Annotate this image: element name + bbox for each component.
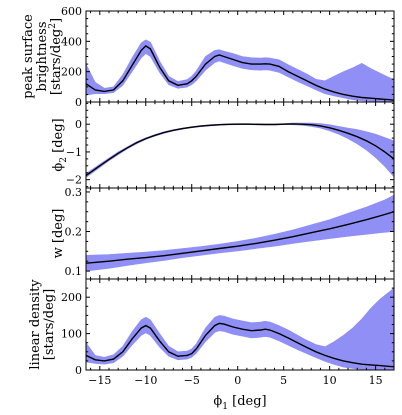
- y-label-text: brightness: [35, 21, 50, 91]
- y-label-text: ϕ: [51, 163, 66, 172]
- y-tick-label: 0.1: [65, 265, 83, 278]
- y-axis-label: [stars/deg]: [42, 289, 57, 360]
- y-tick-label: 400: [61, 35, 82, 48]
- panel-frame: [85, 278, 395, 371]
- y-tick-label: 0.2: [65, 226, 83, 239]
- uncertainty-band: [86, 39, 394, 102]
- x-tick-label: −15: [88, 374, 111, 387]
- y-tick-label: 0: [75, 364, 82, 377]
- x-tick-label: −10: [134, 374, 157, 387]
- y-label-unit: [deg]: [51, 209, 66, 248]
- y-axis-label: ϕ2 [deg]: [51, 118, 69, 171]
- x-tick-label: 0: [234, 374, 241, 387]
- y-tick-label: 0.3: [65, 186, 83, 199]
- y-tick-label: 100: [61, 328, 82, 341]
- y-axis-label: linear density: [28, 279, 43, 370]
- y-tick-label: 200: [61, 66, 82, 79]
- y-label-text: [stars/deg: [49, 29, 64, 95]
- panel-phi2: −2 −1 0 ϕ2 [deg]: [51, 101, 395, 189]
- y-label-superscript: 2: [48, 23, 58, 29]
- y-tick-label: 0: [75, 118, 82, 131]
- x-label-subscript: 1: [222, 402, 228, 412]
- y-label-unit: [deg]: [51, 118, 66, 157]
- x-tick-label: 15: [369, 374, 383, 387]
- y-label-unit: ]: [49, 18, 64, 23]
- y-tick-label: 200: [61, 291, 82, 304]
- y-tick-label: −1: [66, 146, 82, 159]
- y-label-text: w: [51, 247, 66, 258]
- panel-peak-surface-brightness: 0 200 400 600 peak surface brightness [stars/d…: [21, 5, 395, 109]
- median-line: [86, 123, 394, 177]
- panel-width: 0.1 0.2 0.3 w [deg]: [51, 186, 395, 280]
- y-axis-label: [stars/deg2]: [48, 18, 64, 95]
- y-axis-label: w [deg]: [51, 209, 66, 259]
- x-label-unit: [deg]: [228, 394, 267, 409]
- y-label-text: linear density: [28, 279, 43, 370]
- y-tick-label: 600: [61, 5, 82, 18]
- median-line: [86, 45, 394, 101]
- y-tick-label: −2: [66, 174, 82, 187]
- x-tick-label: −5: [184, 374, 200, 387]
- y-tick-label: 0: [75, 96, 82, 109]
- uncertainty-band: [86, 194, 394, 272]
- x-tick-label: 10: [323, 374, 337, 387]
- y-label-text: peak surface: [21, 14, 36, 99]
- median-line: [86, 211, 394, 264]
- median-line: [86, 322, 394, 368]
- x-tick-label: 5: [280, 374, 287, 387]
- y-axis-label: peak surface: [21, 14, 36, 99]
- panel-linear-density: 0 100 200 linear density [stars/deg]: [28, 278, 395, 377]
- x-axis: −15 −10 −5 0 5 10 15 ϕ1 [deg]: [88, 374, 382, 412]
- y-axis-label: brightness: [35, 21, 50, 91]
- x-axis-label: ϕ1 [deg]: [213, 394, 266, 412]
- y-label-text: [stars/deg]: [42, 289, 57, 360]
- x-label-text: ϕ: [213, 394, 222, 409]
- uncertainty-band: [86, 122, 394, 178]
- y-label-subscript: 2: [59, 157, 69, 163]
